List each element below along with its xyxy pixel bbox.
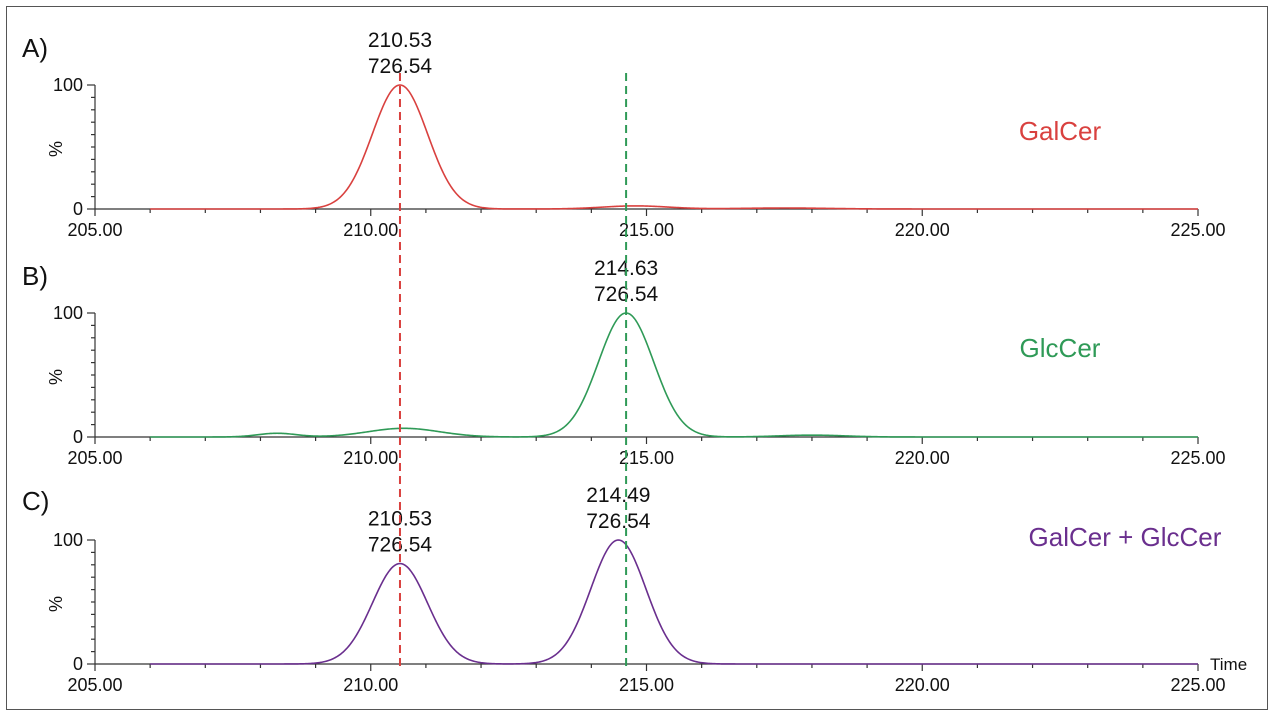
y-tick-label: 0 [73, 427, 83, 447]
y-axis-label: % [46, 596, 66, 612]
sample-label: GlcCer [1020, 333, 1101, 363]
figure-frame [6, 6, 1268, 710]
x-tick-label: 205.00 [67, 220, 122, 240]
x-tick-label: 220.00 [895, 220, 950, 240]
peak-rt-label: 210.53 [368, 29, 432, 52]
x-tick-label: 215.00 [619, 220, 674, 240]
x-tick-label: 215.00 [619, 675, 674, 695]
sample-label: GalCer [1019, 116, 1102, 146]
x-tick-label: 210.00 [343, 675, 398, 695]
chart-panel-3: C) 0 100% 205.00 210.00 215.00 220.00 225.00Tim… [22, 484, 1247, 695]
y-tick-label: 0 [73, 654, 83, 674]
y-tick-label: 100 [53, 530, 83, 550]
y-tick-label: 100 [53, 303, 83, 323]
x-axis-title: Time [1210, 655, 1247, 674]
y-tick-label: 0 [73, 199, 83, 219]
y-tick-label: 100 [53, 75, 83, 95]
x-tick-label: 205.00 [67, 675, 122, 695]
peak-mz-label: 726.54 [368, 55, 433, 78]
sample-label: GalCer + GlcCer [1029, 522, 1222, 552]
chromatogram-trace [150, 312, 1198, 438]
panel-letter: B) [22, 261, 48, 291]
x-tick-label: 225.00 [1170, 448, 1225, 468]
panel-letter: C) [22, 486, 49, 516]
chart-panel-1: A) 0 100% 205.00 210.00 215.00 220.00 225.00 210… [22, 29, 1226, 240]
y-axis-label: % [46, 141, 66, 157]
peak-rt-label: 214.49 [586, 484, 650, 507]
panel-letter: A) [22, 33, 48, 63]
chromatogram-trace [150, 84, 1198, 210]
peak-mz-label: 726.54 [586, 510, 651, 533]
x-tick-label: 225.00 [1170, 675, 1225, 695]
x-tick-label: 205.00 [67, 448, 122, 468]
x-tick-label: 220.00 [895, 675, 950, 695]
y-axis-label: % [46, 369, 66, 385]
x-tick-label: 220.00 [895, 448, 950, 468]
x-tick-label: 210.00 [343, 220, 398, 240]
x-tick-label: 215.00 [619, 448, 674, 468]
chromatogram-trace [150, 539, 1198, 665]
x-tick-label: 210.00 [343, 448, 398, 468]
x-tick-label: 225.00 [1170, 220, 1225, 240]
